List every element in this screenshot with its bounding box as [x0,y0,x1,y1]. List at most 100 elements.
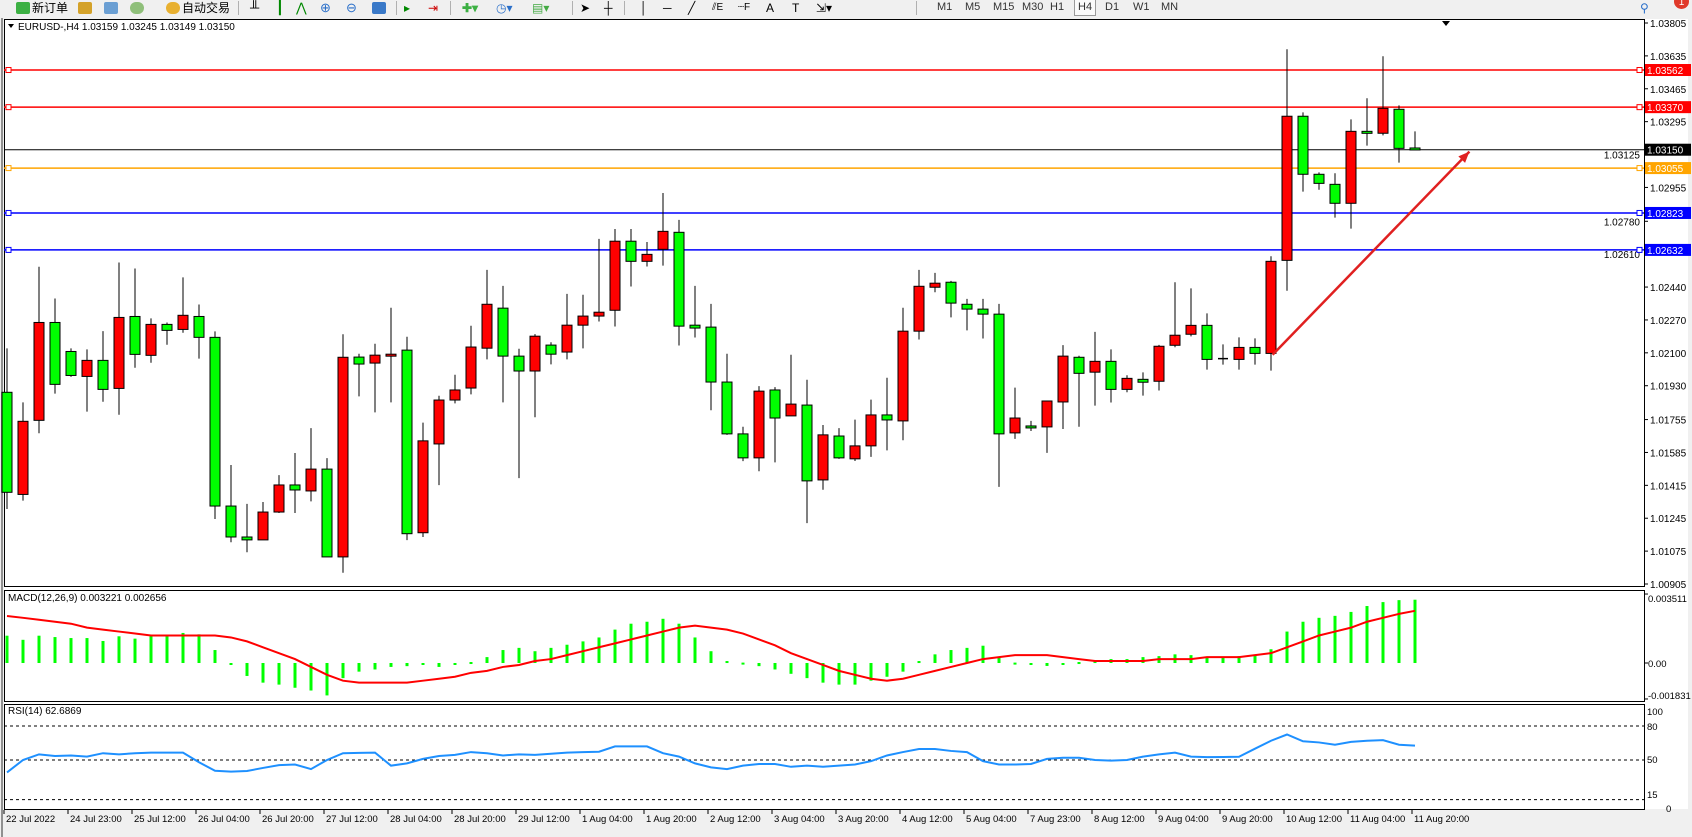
equidistant-channel-icon[interactable]: ⫽E [712,2,724,13]
bar-chart-icon[interactable]: ╨ [250,0,260,15]
candlestick-icon[interactable]: ┃ [276,0,284,15]
horizontal-line-icon[interactable]: ─ [663,1,672,15]
macd-histogram-bar [293,663,297,688]
collapse-triangle-icon[interactable] [8,24,14,28]
time-axis-label: 10 Aug 12:00 [1286,814,1342,825]
line-anchor-handle[interactable] [5,67,12,74]
time-axis-label: 4 Aug 12:00 [902,814,953,825]
arrows-icon[interactable]: ⇲▾ [816,1,833,15]
candle-body [1297,115,1309,175]
candle-body [1393,108,1405,149]
price-tag-label: 1.03562 [1647,66,1684,77]
candle-body [897,330,909,422]
timeframe-m15-button[interactable]: M15 [993,1,1015,13]
periods-icon[interactable]: ◷▾ [496,1,513,15]
macd-histogram-bar [1077,662,1081,665]
candle-body [1057,355,1069,403]
macd-histogram-bar [1333,615,1337,663]
timeframe-h1-button[interactable]: H1 [1050,1,1065,13]
trendline-icon[interactable]: ╱ [688,1,696,15]
timeframe-h4-button[interactable]: H4 [1074,0,1097,16]
candle-body [1345,130,1357,204]
price-tag-label: 1.02632 [1647,246,1684,257]
candle-body [1281,115,1293,261]
text-icon[interactable]: A [766,1,775,15]
notification-badge[interactable]: 1 [1674,0,1689,9]
vertical-line-icon[interactable]: │ [640,1,648,15]
auto-trading-button[interactable]: 自动交易 [166,0,230,16]
timeframe-d1-button[interactable]: D1 [1105,1,1120,13]
zoom-out-icon[interactable]: ⊖ [346,0,357,15]
timeframe-m30-button[interactable]: M30 [1022,1,1044,13]
macd-histogram-bar [133,638,137,663]
line-anchor-handle[interactable] [1636,67,1643,74]
trendline-arrow[interactable] [1271,150,1471,356]
candle-body [1073,356,1085,374]
rsi-pane [4,704,1645,810]
autoscroll-icon[interactable]: ▸ [404,1,411,15]
line-anchor-handle[interactable] [5,104,12,111]
candle-body [881,414,893,421]
rsi-axis-label: 15 [1647,790,1658,801]
arrow-head-icon [1458,151,1470,163]
macd-histogram-bar [149,636,153,663]
macd-histogram-bar [597,637,601,663]
candle-body [369,354,381,364]
macd-histogram-bar [917,661,921,664]
candle-body [1009,417,1021,434]
terminal-icon[interactable] [104,2,118,14]
price-tag [1645,101,1691,114]
macd-histogram-bar [309,663,313,691]
candle-body [1121,377,1133,390]
main-pane [4,19,1645,587]
price-axis-label: 1.02610 [1604,250,1641,261]
search-icon[interactable]: ⚲ [1640,1,1649,15]
macd-histogram-bar [821,663,825,683]
text-label-icon[interactable]: T [792,1,800,15]
chart-window[interactable]: 1.03805 1.03635 1.03465 1.03295 1.03125 1.029… [0,18,1692,837]
macd-histogram-bar [421,663,425,665]
toolbar: 新订单 自动交易 ╨ ┃ ⋀ ⊕ ⊖ ▸ ⇥ ✚▾ ◷▾ ▤▾ ➤ ┼ │ ─ … [0,0,1692,19]
macd-histogram-bar [485,657,489,663]
macd-histogram-bar [565,644,569,663]
cursor-icon[interactable]: ➤ [580,1,591,15]
line-anchor-handle[interactable] [1636,209,1643,216]
macd-histogram-bar [1045,663,1049,666]
tile-windows-icon[interactable] [372,2,386,14]
macd-histogram-bar [1061,663,1065,665]
price-tag [1645,243,1691,256]
candle-body [225,505,237,538]
candle-body [241,536,253,541]
templates-icon[interactable]: ▤▾ [532,1,550,15]
price-axis-label: 1.02780 [1604,217,1641,228]
indicators-icon[interactable]: ✚▾ [462,1,479,15]
line-anchor-handle[interactable] [1636,165,1643,172]
line-anchor-handle[interactable] [5,246,12,253]
macd-histogram-bar [197,634,201,663]
macd-histogram-bar [1349,611,1353,663]
macd-histogram-bar [261,663,265,683]
line-anchor-handle[interactable] [1636,246,1643,253]
timeframe-m1-button[interactable]: M1 [937,1,953,13]
line-anchor-handle[interactable] [1636,104,1643,111]
navigator-icon[interactable] [78,2,92,14]
macd-histogram-bar [1237,656,1241,663]
crosshair-icon[interactable]: ┼ [604,1,613,15]
fibonacci-icon[interactable]: ┈F [738,2,751,13]
macd-histogram-bar [325,663,329,696]
chart-shift-marker-icon[interactable] [1442,21,1450,26]
timeframe-m5-button[interactable]: M5 [965,1,981,13]
candle-body [1169,334,1181,346]
time-axis-label: 11 Aug 20:00 [1414,814,1469,825]
chart-shift-icon[interactable]: ⇥ [428,1,439,15]
line-anchor-handle[interactable] [5,209,12,216]
timeframe-w1-button[interactable]: W1 [1133,1,1150,13]
zoom-in-icon[interactable]: ⊕ [320,0,331,15]
new-order-button[interactable]: 新订单 [16,0,68,16]
timeframe-mn-button[interactable]: MN [1161,1,1179,13]
new-order-label: 新订单 [32,1,69,15]
line-chart-icon[interactable]: ⋀ [296,0,307,15]
line-anchor-handle[interactable] [5,165,12,172]
candle-body [1041,400,1053,428]
signals-icon[interactable] [130,2,144,14]
